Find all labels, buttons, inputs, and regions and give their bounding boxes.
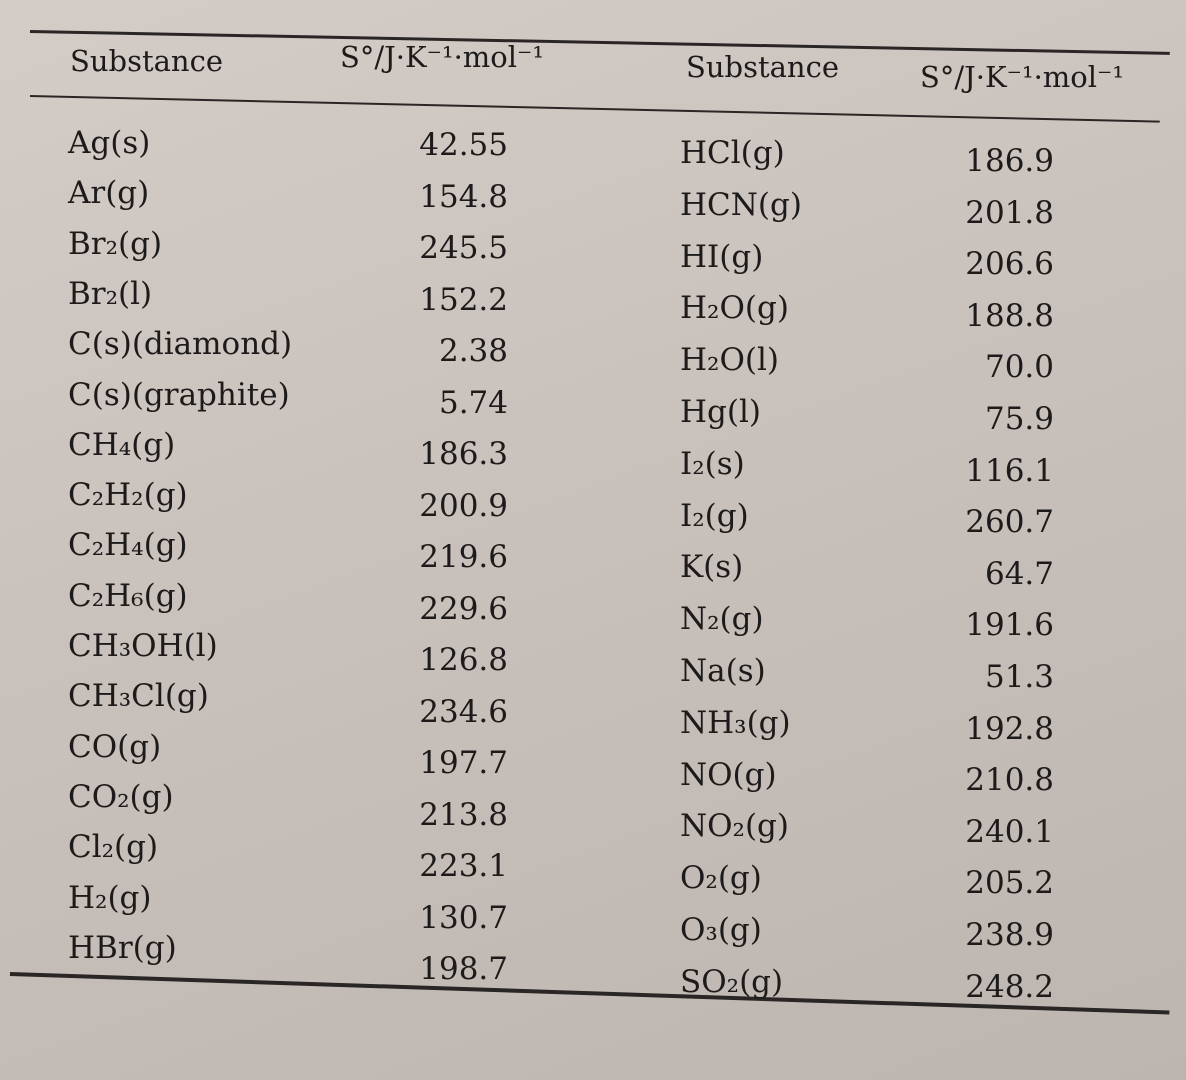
- table-header-rule: [29, 95, 1160, 123]
- entropy-value-right-0: 186.9: [965, 143, 1054, 179]
- substance-right-15: O₃(g): [680, 912, 762, 948]
- entropy-value-right-7: 260.7: [965, 504, 1054, 541]
- substance-left-3: Br₂(l): [68, 275, 153, 312]
- entropy-value-right-3: 188.8: [965, 297, 1054, 334]
- entropy-value-left-3: 152.2: [419, 281, 508, 318]
- substance-right-10: Na(s): [680, 653, 766, 689]
- substance-left-12: CO(g): [68, 728, 162, 765]
- substance-right-11: NH₃(g): [680, 704, 791, 741]
- substance-left-13: CO₂(g): [68, 778, 174, 815]
- entropy-value-left-7: 200.9: [419, 487, 508, 524]
- substance-right-8: K(s): [680, 549, 744, 586]
- substance-right-5: Hg(l): [680, 394, 761, 430]
- entropy-value-right-5: 75.9: [984, 401, 1054, 437]
- entropy-value-left-8: 219.6: [419, 539, 508, 575]
- substance-right-4: H₂O(l): [680, 342, 779, 379]
- entropy-value-left-14: 223.1: [419, 848, 508, 884]
- substance-right-7: I₂(g): [680, 497, 749, 534]
- entropy-value-left-6: 186.3: [419, 436, 508, 472]
- entropy-value-left-16: 198.7: [419, 951, 508, 987]
- entropy-value-right-8: 64.7: [984, 555, 1054, 592]
- entropy-value-left-11: 234.6: [419, 693, 508, 730]
- entropy-value-left-5: 5.74: [438, 384, 508, 421]
- substance-left-4: C(s)(diamond): [68, 326, 293, 363]
- substance-right-13: NO₂(g): [680, 808, 789, 845]
- entropy-value-left-12: 197.7: [419, 745, 508, 781]
- entropy-value-left-0: 42.55: [419, 127, 508, 163]
- header-substance-right: Substance: [686, 50, 840, 84]
- entropy-value-left-9: 229.6: [419, 590, 508, 627]
- substance-left-11: CH₃Cl(g): [68, 678, 209, 715]
- entropy-value-left-15: 130.7: [419, 899, 508, 936]
- header-entropy-right: S°/J·K⁻¹·mol⁻¹: [920, 60, 1124, 94]
- substance-left-9: C₂H₆(g): [68, 577, 188, 614]
- entropy-value-right-10: 51.3: [984, 659, 1054, 695]
- entropy-value-right-15: 238.9: [965, 917, 1054, 953]
- entropy-value-right-1: 201.8: [965, 194, 1054, 231]
- entropy-value-left-13: 213.8: [419, 796, 508, 833]
- substance-left-0: Ag(s): [68, 125, 151, 161]
- substance-right-16: SO₂(g): [680, 963, 784, 1000]
- entropy-value-right-14: 205.2: [965, 865, 1054, 902]
- entropy-value-right-6: 116.1: [965, 452, 1054, 489]
- substance-left-5: C(s)(graphite): [68, 376, 290, 413]
- entropy-value-right-2: 206.6: [965, 246, 1054, 283]
- substance-left-14: Cl₂(g): [68, 829, 159, 866]
- substance-right-3: H₂O(g): [680, 290, 789, 327]
- substance-right-1: HCN(g): [680, 186, 802, 223]
- header-substance-left: Substance: [70, 44, 224, 78]
- substance-right-12: NO(g): [680, 756, 777, 793]
- entropy-value-right-4: 70.0: [984, 349, 1054, 386]
- substance-right-0: HCl(g): [680, 135, 785, 171]
- entropy-value-left-10: 126.8: [419, 642, 508, 678]
- entropy-value-left-4: 2.38: [438, 333, 508, 369]
- entropy-value-right-13: 240.1: [965, 813, 1054, 850]
- entropy-value-right-16: 248.2: [965, 968, 1054, 1005]
- substance-left-1: Ar(g): [68, 175, 150, 212]
- entropy-value-left-1: 154.8: [419, 178, 508, 215]
- substance-left-7: C₂H₂(g): [68, 477, 188, 514]
- entropy-value-right-12: 210.8: [965, 762, 1054, 799]
- substance-left-8: C₂H₄(g): [68, 527, 188, 564]
- substance-left-16: HBr(g): [68, 929, 177, 966]
- entropy-value-right-9: 191.6: [965, 607, 1054, 644]
- substance-right-14: O₂(g): [680, 860, 762, 897]
- substance-left-6: CH₄(g): [68, 426, 176, 463]
- entropy-value-left-2: 245.5: [419, 230, 508, 266]
- substance-left-2: Br₂(g): [68, 225, 163, 262]
- substance-right-9: N₂(g): [680, 601, 764, 638]
- substance-right-2: HI(g): [680, 238, 764, 275]
- entropy-value-right-11: 192.8: [965, 710, 1054, 747]
- substance-left-15: H₂(g): [68, 879, 152, 916]
- header-entropy-left: S°/J·K⁻¹·mol⁻¹: [340, 40, 544, 74]
- substance-right-6: I₂(s): [680, 445, 745, 482]
- substance-left-10: CH₃OH(l): [68, 628, 218, 664]
